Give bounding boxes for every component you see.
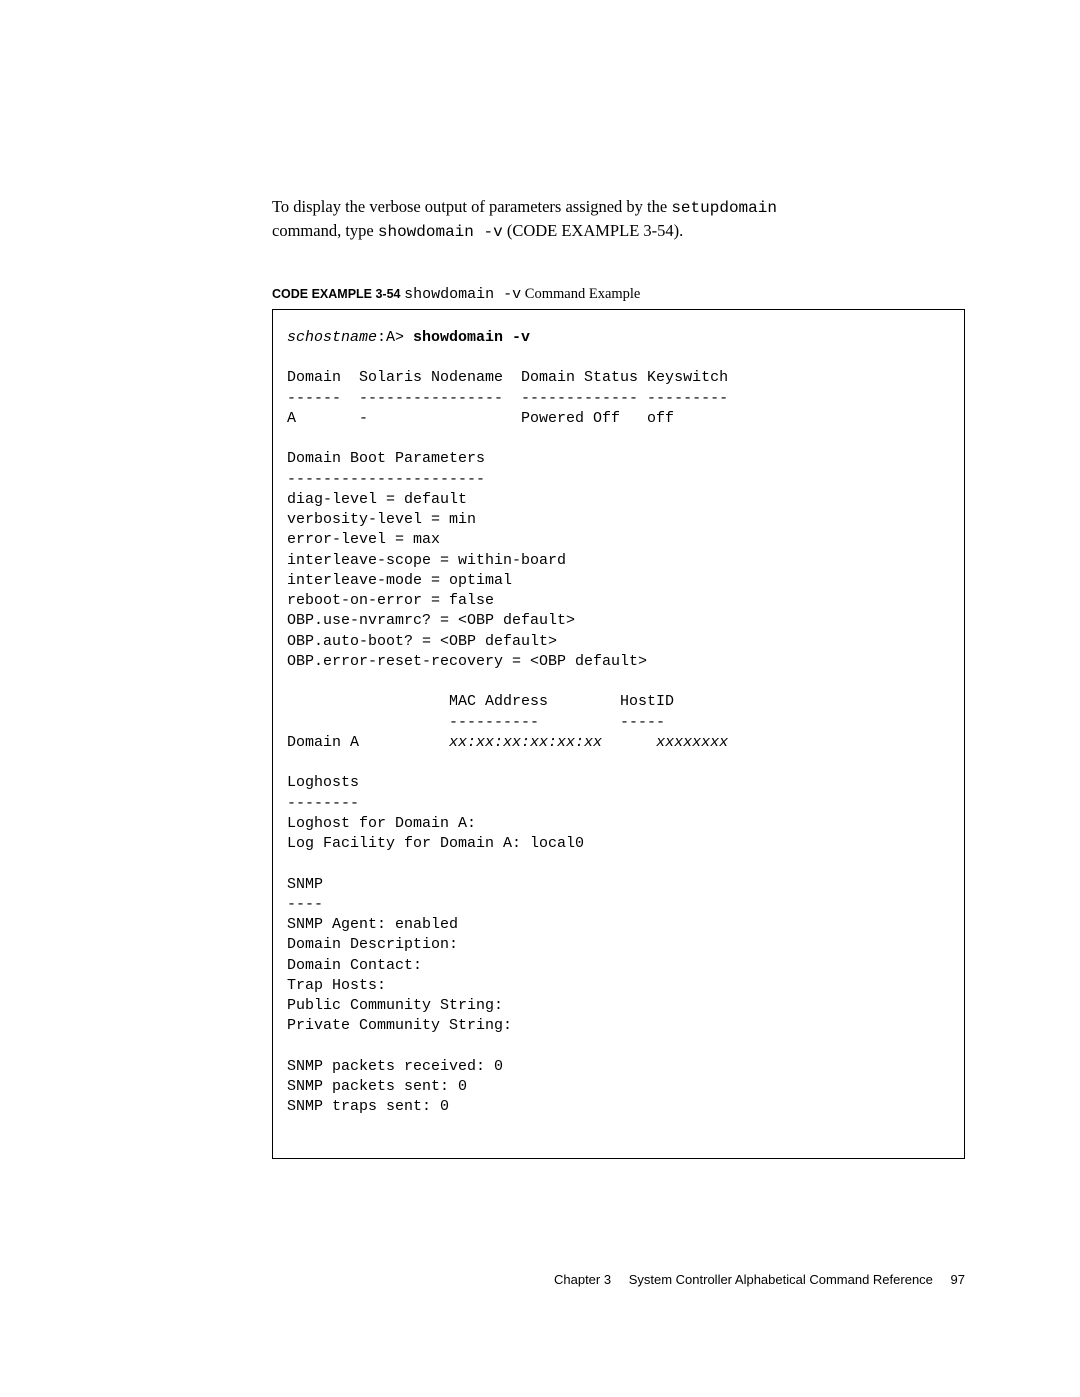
code-block-snmp-stats: SNMP packets received: 0 SNMP packets se… <box>287 1058 503 1116</box>
code-hostid: xxxxxxxx <box>656 734 728 751</box>
footer-title: System Controller Alphabetical Command R… <box>629 1272 933 1287</box>
code-mac: xx:xx:xx:xx:xx:xx <box>449 734 602 751</box>
footer-page-number: 97 <box>951 1272 965 1287</box>
caption-suffix: Command Example <box>521 286 640 302</box>
intro-cmd2: showdomain -v <box>378 223 503 241</box>
intro-text: To display the verbose output of paramet… <box>272 197 671 216</box>
code-row-pre: Domain A <box>287 734 449 751</box>
code-block-domain-table: Domain Solaris Nodename Domain Status Ke… <box>287 369 728 427</box>
code-block-boot-params: Domain Boot Parameters -----------------… <box>287 450 647 670</box>
code-row-mid <box>602 734 656 751</box>
intro-cmd1: setupdomain <box>671 199 777 217</box>
caption-cmd: showdomain -v <box>404 286 521 303</box>
intro-paren-close: ). <box>674 221 684 240</box>
prompt-suffix: :A> <box>377 329 413 346</box>
page-footer: Chapter 3 System Controller Alphabetical… <box>554 1272 965 1287</box>
footer-chapter: Chapter 3 <box>554 1272 611 1287</box>
code-caption: CODE EXAMPLE 3-54 showdomain -v Command … <box>272 286 965 303</box>
prompt-command: showdomain -v <box>413 329 530 346</box>
code-example-box: schostname:A> showdomain -v Domain Solar… <box>272 309 965 1159</box>
intro-text2: command, type <box>272 221 378 240</box>
caption-label: CODE EXAMPLE 3-54 <box>272 287 401 301</box>
code-block-loghosts: Loghosts -------- Loghost for Domain A: … <box>287 774 584 852</box>
intro-ref: CODE EXAMPLE 3-54 <box>512 221 673 240</box>
prompt-hostname: schostname <box>287 329 377 346</box>
intro-paren-open: ( <box>503 221 513 240</box>
intro-paragraph: To display the verbose output of paramet… <box>272 195 965 244</box>
prompt-line: schostname:A> showdomain -v <box>287 329 530 346</box>
code-block-mac-header: MAC Address HostID ---------- ----- <box>287 693 674 730</box>
code-block-snmp: SNMP ---- SNMP Agent: enabled Domain Des… <box>287 876 512 1035</box>
